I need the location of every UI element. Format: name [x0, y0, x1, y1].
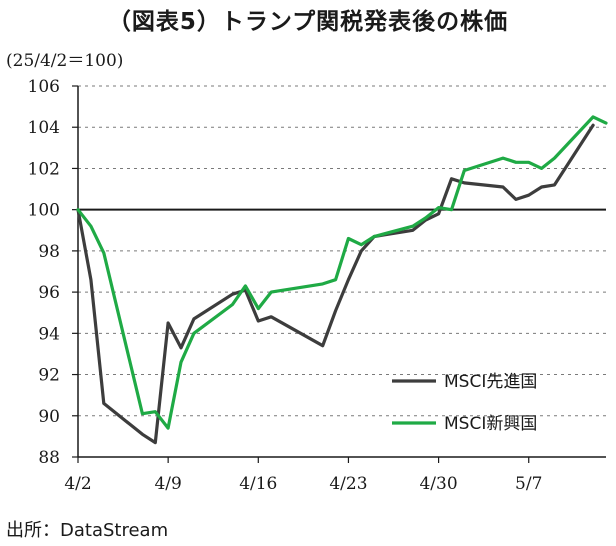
x-tick-label: 4/16: [239, 474, 277, 494]
x-tick-label: 4/23: [329, 474, 367, 494]
legend: MSCI先進国 MSCI新興国: [392, 372, 537, 434]
x-tick-label: 4/9: [154, 474, 181, 494]
y-tick-label: 94: [38, 324, 60, 344]
y-tick-label: 88: [38, 448, 60, 468]
source-note: 出所：DataStream: [6, 520, 169, 541]
grid-lines: [78, 85, 606, 417]
x-tick-label: 4/30: [419, 474, 457, 494]
y-tick-label: 98: [38, 242, 60, 262]
y-tick-label: 96: [38, 283, 60, 303]
y-tick-label: 106: [28, 77, 60, 97]
legend-label: MSCI新興国: [444, 414, 537, 434]
x-tick-label: 4/2: [64, 474, 91, 494]
y-tick-label: 92: [38, 366, 60, 386]
axes: 88 90 92 94 96 98 100 102 104 106 4/2 4/9 4/16 4/23 4/…: [28, 77, 606, 494]
y-tick-label: 100: [28, 201, 60, 221]
x-tick-label: 5/7: [515, 474, 542, 494]
chart-title: （図表5）トランプ関税発表後の株価: [107, 9, 509, 35]
series-line-developed: [76, 123, 595, 445]
series-line-emerging: [76, 115, 608, 430]
legend-label: MSCI先進国: [444, 372, 537, 392]
y-tick-label: 90: [38, 407, 60, 427]
y-tick-label: 104: [28, 118, 60, 138]
index-base-note: (25/4/2＝100): [6, 51, 124, 71]
series-lines: [76, 115, 608, 445]
y-tick-label: 102: [28, 159, 60, 179]
